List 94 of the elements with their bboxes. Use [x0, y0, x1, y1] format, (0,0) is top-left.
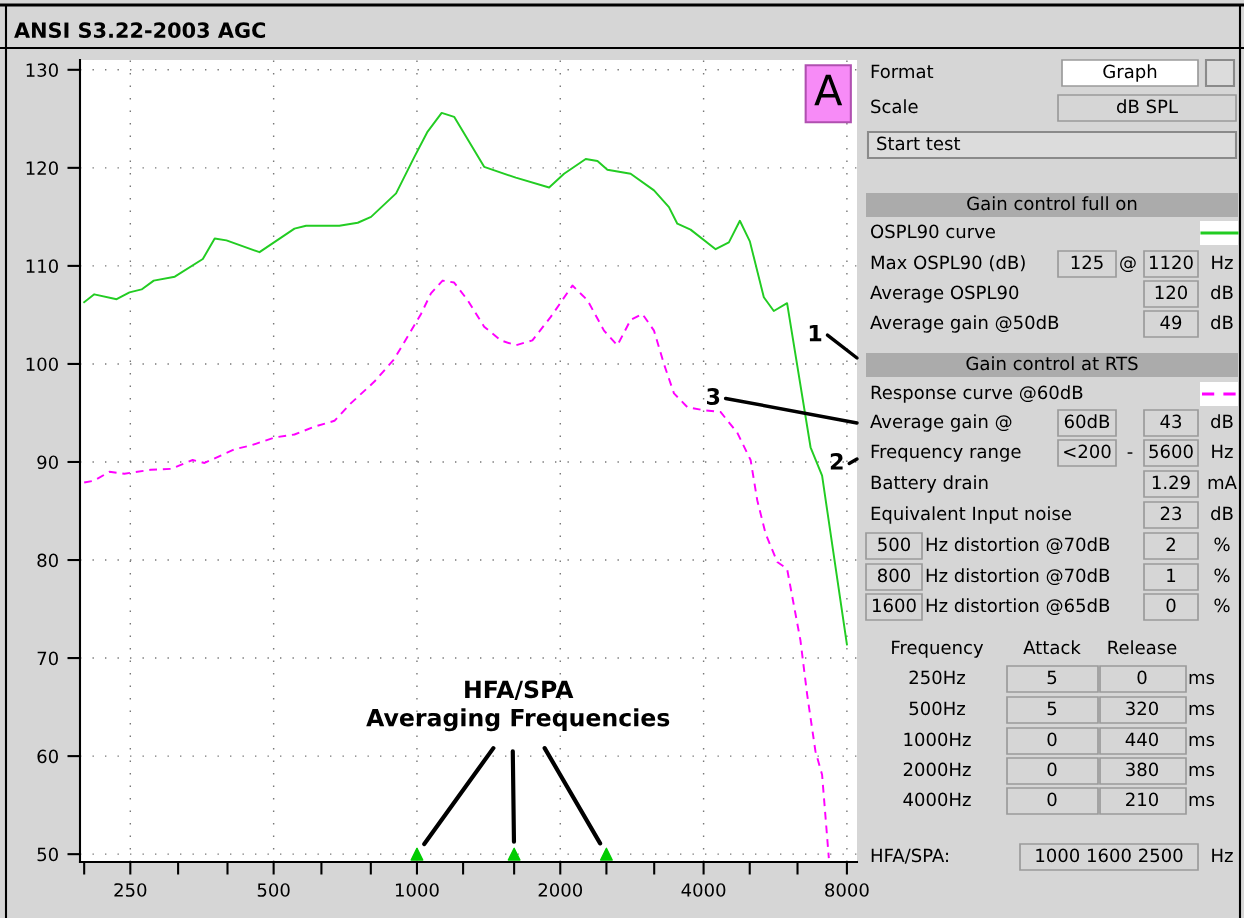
- text: Hz distortion @70dB: [926, 537, 1110, 555]
- text: mA: [1208, 475, 1237, 489]
- text: 380: [1126, 762, 1159, 777]
- y-tick-label: 120: [26, 161, 58, 175]
- text: 500: [878, 537, 911, 552]
- text: 1000Hz: [904, 732, 971, 747]
- text: Hz distortion @70dB: [926, 568, 1110, 586]
- text: 1600: [873, 598, 916, 613]
- text: 5600: [1149, 444, 1193, 459]
- text: Graph: [1103, 64, 1157, 82]
- text: ms: [1189, 673, 1215, 685]
- x-tick-label: 8000: [825, 883, 869, 897]
- x-tick-label: 1000: [395, 883, 439, 897]
- text: Equivalent Input noise: [871, 506, 1072, 524]
- text: 5: [1047, 670, 1057, 685]
- text: -: [1127, 452, 1133, 454]
- text: 125: [1071, 255, 1103, 270]
- annotation: 1: [809, 325, 822, 342]
- text: <200: [1064, 444, 1111, 459]
- y-tick-label: 100: [26, 357, 58, 372]
- text: 120: [1155, 285, 1188, 300]
- text: Start test: [877, 136, 961, 151]
- text: Response curve @60dB: [871, 385, 1083, 403]
- text: %: [1214, 537, 1230, 552]
- text: 440: [1125, 732, 1159, 747]
- text: dB SPL: [1117, 99, 1178, 114]
- text: 1.29: [1152, 475, 1190, 490]
- text: Gain control full on: [967, 196, 1137, 211]
- text: Attack: [1023, 640, 1081, 655]
- text: 5: [1047, 701, 1057, 716]
- text: 0: [1137, 670, 1147, 685]
- y-tick-label: 60: [37, 749, 58, 764]
- text: ms: [1189, 795, 1215, 807]
- text: 43: [1160, 414, 1182, 429]
- text: 0: [1047, 792, 1057, 807]
- text: Hz: [1212, 848, 1233, 862]
- text: %: [1214, 568, 1230, 583]
- text: 1000 1600 2500: [1036, 848, 1183, 863]
- text: 210: [1126, 792, 1159, 807]
- y-tick-label: 130: [26, 63, 58, 77]
- text: 60dB: [1064, 414, 1110, 429]
- y-tick-label: 110: [26, 259, 58, 274]
- y-tick-label: 80: [37, 553, 58, 568]
- y-tick-label: 90: [37, 455, 58, 470]
- y-tick-label: 70: [37, 651, 58, 666]
- text: 2: [1166, 537, 1175, 551]
- text: ms: [1189, 765, 1215, 777]
- annotation: HFA/SPA Averaging Frequencies: [366, 680, 670, 732]
- text: Hz: [1212, 255, 1233, 269]
- annotation: 2: [830, 453, 843, 470]
- text: dB: [1211, 414, 1233, 429]
- x-tick-label: 2000: [538, 883, 583, 897]
- text: 49: [1160, 315, 1182, 330]
- text: ms: [1189, 735, 1215, 747]
- text: 800: [877, 568, 911, 583]
- text: ms: [1189, 704, 1215, 716]
- chart-title: ANSI S3.22-2003 AGC: [14, 22, 266, 39]
- text: Max OSPL90 (dB): [871, 255, 1025, 272]
- text: dB: [1211, 285, 1233, 300]
- text: 1: [1167, 568, 1176, 582]
- text: dB: [1211, 315, 1233, 330]
- text: dB: [1211, 506, 1233, 521]
- text: Release: [1108, 640, 1177, 655]
- text: 250Hz: [909, 670, 965, 685]
- text: 23: [1160, 506, 1182, 521]
- text: @: [1120, 256, 1136, 273]
- text: 320: [1126, 701, 1159, 716]
- annotation: 3: [707, 388, 720, 405]
- text: Format: [871, 64, 934, 79]
- text: Battery drain: [871, 475, 988, 493]
- text: 4000Hz: [903, 792, 971, 807]
- text: OSPL90 curve: [871, 224, 995, 239]
- text: 2000Hz: [903, 762, 971, 777]
- text: Scale: [871, 99, 918, 114]
- text: Average gain @: [870, 414, 1012, 432]
- y-tick-label: 50: [37, 847, 58, 862]
- text: Frequency: [892, 640, 984, 658]
- text: HFA/SPA:: [871, 848, 948, 864]
- text: Hz: [1212, 444, 1233, 458]
- text: Frequency range: [871, 444, 1021, 462]
- text: Hz distortion @65dB: [926, 598, 1110, 616]
- x-tick-label: 250: [114, 883, 147, 897]
- text: 0: [1166, 598, 1176, 613]
- x-tick-label: 500: [257, 883, 290, 897]
- text: 500Hz: [909, 701, 965, 716]
- text: 0: [1047, 732, 1057, 747]
- text: Gain control at RTS: [966, 356, 1138, 371]
- text: 0: [1047, 762, 1057, 777]
- x-tick-label: 4000: [681, 883, 726, 897]
- text: Average gain @50dB: [870, 315, 1059, 333]
- text: Average OSPL90: [870, 285, 1019, 303]
- text: %: [1214, 598, 1230, 613]
- annotation: A: [814, 74, 843, 106]
- text: 1120: [1150, 255, 1193, 270]
